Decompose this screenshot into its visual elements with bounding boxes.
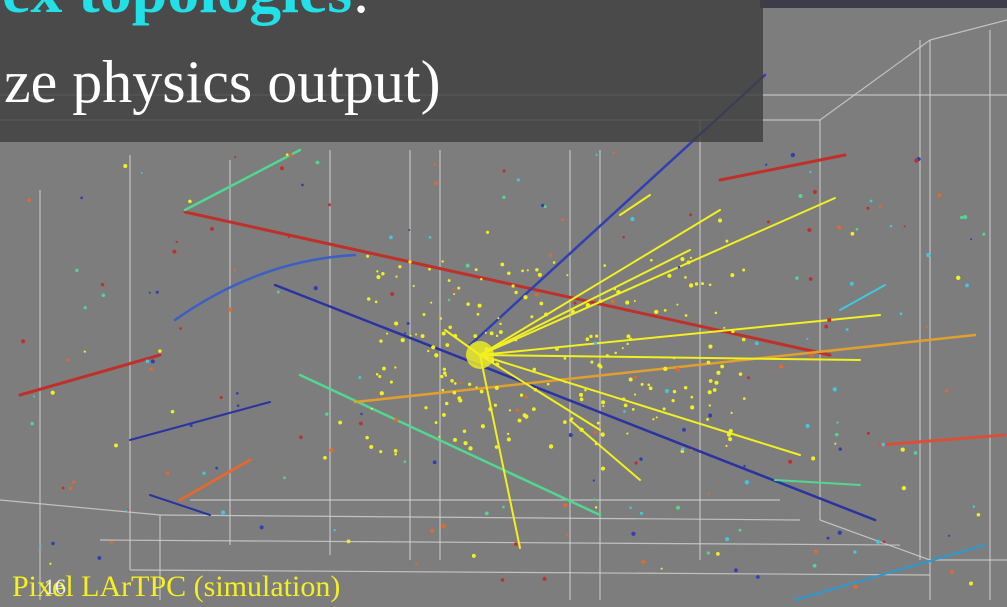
title-line-1: ex topologies: [2,0,370,26]
title-highlight: ex topologies [2,0,352,26]
slide: ex topologies: ze physics output) Pixel … [0,0,1007,607]
title-overlay: ex topologies: ze physics output) Pixel … [0,0,1007,607]
title-suffix: : [352,0,370,26]
title-line-2: ze physics output) [4,49,441,115]
page-number: 16 [44,574,66,599]
